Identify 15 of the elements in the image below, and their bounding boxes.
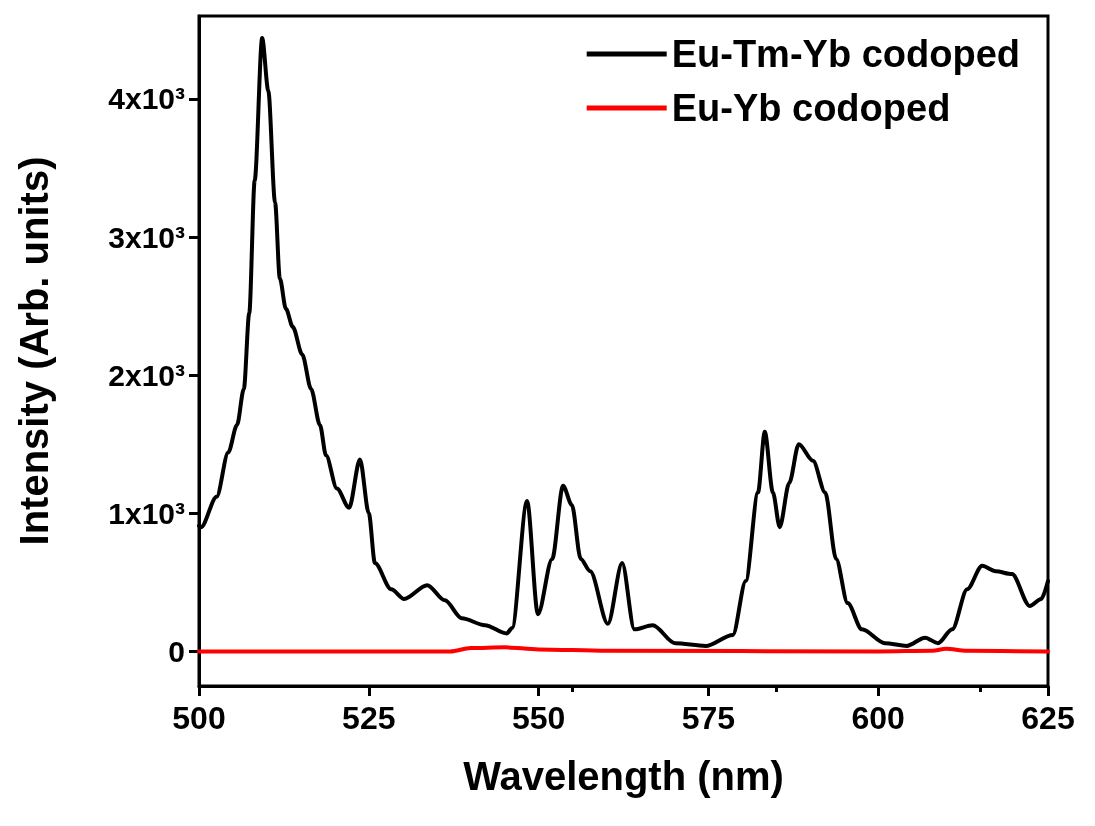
y-tick-label: 1x10³: [108, 496, 185, 530]
x-tick-label: 600: [851, 700, 905, 736]
x-axis-title: Wavelength (nm): [463, 754, 784, 798]
y-tick-label: 4x10³: [108, 82, 185, 116]
y-axis-title: Intensity (Arb. units): [12, 156, 56, 546]
legend-label: Eu-Tm-Yb codoped: [671, 33, 1020, 75]
x-tick-label: 525: [342, 700, 396, 736]
x-tick-label: 500: [172, 700, 226, 736]
x-tick-label: 625: [1021, 700, 1075, 736]
y-tick-label: 3x10³: [108, 220, 185, 254]
legend-label: Eu-Yb codoped: [671, 87, 951, 129]
y-tick-label: 0: [168, 634, 185, 668]
y-tick-label: 2x10³: [108, 358, 185, 392]
x-tick-label: 575: [681, 700, 736, 736]
x-tick-label: 550: [511, 700, 566, 736]
